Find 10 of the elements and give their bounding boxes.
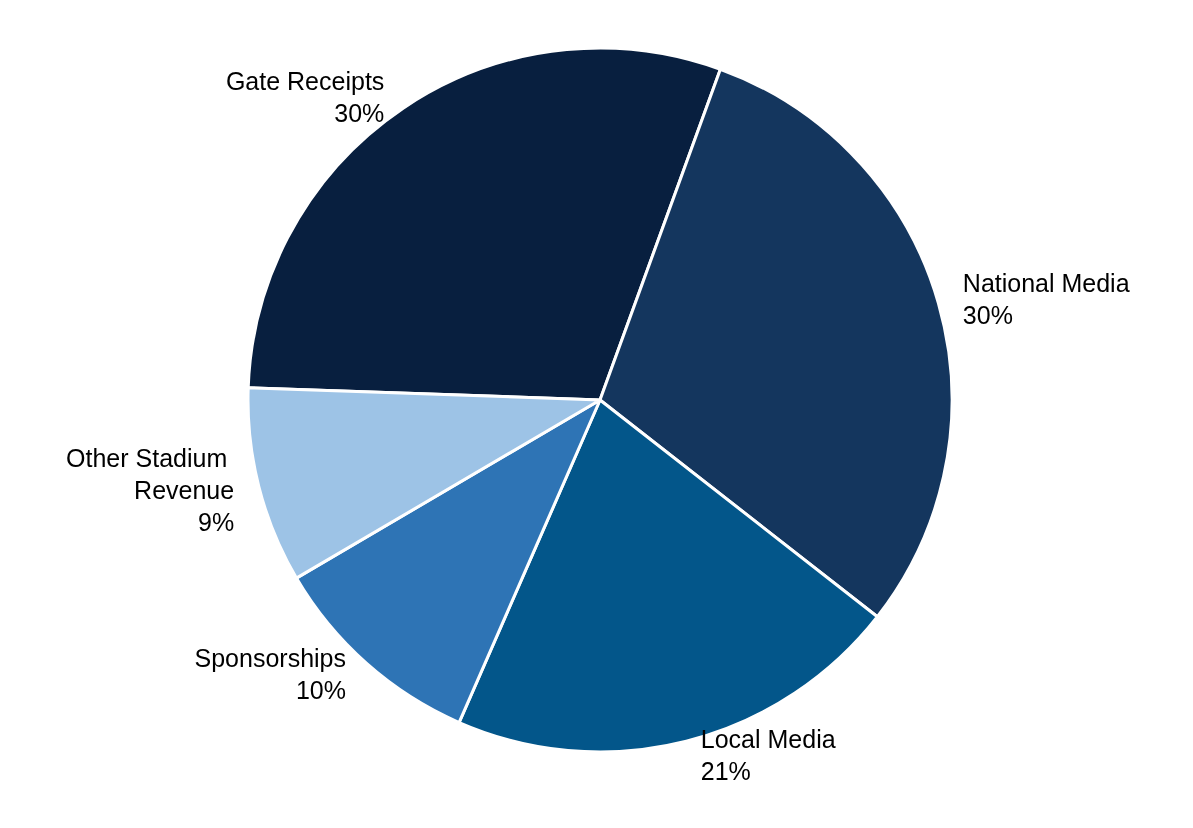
data-label: 10% — [295, 675, 346, 704]
slice-label: Gate Receipts — [225, 66, 385, 95]
data-label: 9% — [198, 507, 235, 536]
slice-label: Local Media — [700, 724, 836, 753]
data-label: 30% — [334, 98, 385, 127]
slice-label: Other Stadium Revenue — [66, 443, 235, 504]
data-label: 30% — [962, 301, 1013, 330]
slice-label: Sponsorships — [194, 643, 346, 672]
data-label: 21% — [700, 756, 751, 785]
slice-label: National Media — [962, 269, 1130, 298]
